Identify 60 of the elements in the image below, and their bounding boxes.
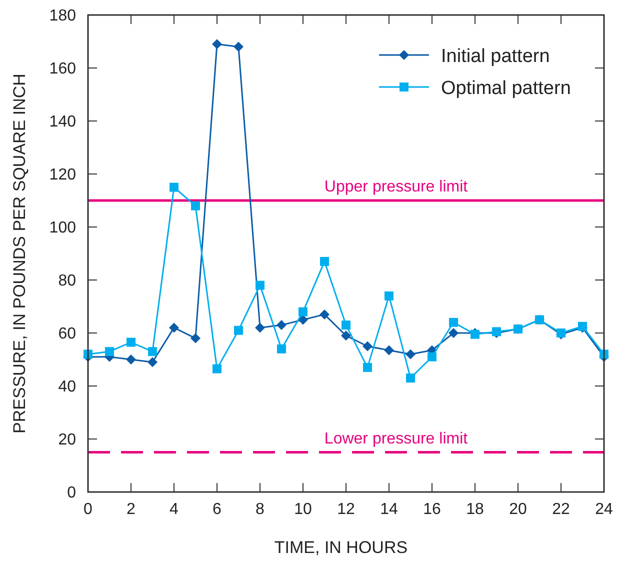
y-tick-label: 60 (58, 326, 76, 342)
point (256, 280, 264, 290)
x-tick-label: 12 (337, 501, 355, 518)
point (342, 320, 350, 330)
y-tick-label: 160 (49, 60, 76, 78)
y-tick-label: 180 (49, 8, 76, 24)
point (298, 307, 308, 316)
point (212, 39, 222, 50)
point (148, 357, 158, 368)
y-tick-label: 120 (49, 166, 76, 184)
point (255, 322, 265, 333)
x-tick-label: 24 (595, 501, 613, 518)
point (170, 182, 178, 192)
y-tick-label: 20 (58, 432, 76, 448)
x-tick-label: 6 (212, 501, 222, 518)
point (406, 374, 415, 383)
point (191, 201, 200, 210)
point (448, 328, 458, 338)
point (341, 330, 351, 341)
x-tick-label: 2 (126, 501, 136, 518)
x-tick-label: 8 (256, 501, 265, 518)
point (276, 320, 286, 330)
y-tick-label: 100 (49, 220, 76, 236)
ref-line-label: Upper pressure limit (324, 178, 468, 196)
point (126, 338, 136, 347)
x-tick-label: 22 (552, 501, 570, 518)
point (234, 326, 243, 335)
y-axis-title: PRESSURE, IN POUNDS PER SQUARE INCH (10, 74, 29, 434)
x-tick-label: 4 (170, 501, 179, 518)
legend-label: Optimal pattern (441, 78, 571, 99)
point (384, 291, 394, 300)
legend-label: Initial pattern (441, 46, 550, 67)
x-tick-label: 14 (380, 501, 398, 518)
point (190, 333, 200, 344)
point (320, 309, 330, 320)
x-tick-label: 18 (466, 501, 484, 518)
point (234, 42, 244, 52)
y-tick-label: 0 (67, 484, 76, 502)
point (126, 354, 136, 364)
y-tick-label: 140 (49, 114, 76, 130)
point (428, 352, 436, 362)
point (320, 256, 329, 266)
x-tick-label: 0 (84, 501, 93, 518)
point (105, 347, 114, 356)
x-tick-label: 16 (423, 501, 441, 518)
point (406, 349, 416, 360)
point (169, 322, 179, 333)
point (363, 362, 372, 372)
point (449, 318, 458, 327)
point (212, 364, 222, 374)
point (277, 344, 286, 354)
x-tick-label: 20 (509, 501, 527, 518)
y-tick-label: 80 (58, 272, 76, 290)
point (148, 347, 157, 356)
x-tick-label: 10 (294, 501, 312, 518)
point (362, 341, 372, 352)
point (384, 345, 394, 356)
ref-line-label: Lower pressure limit (324, 430, 468, 448)
x-axis-title: TIME, IN HOURS (274, 538, 408, 557)
y-tick-label: 40 (58, 378, 76, 396)
